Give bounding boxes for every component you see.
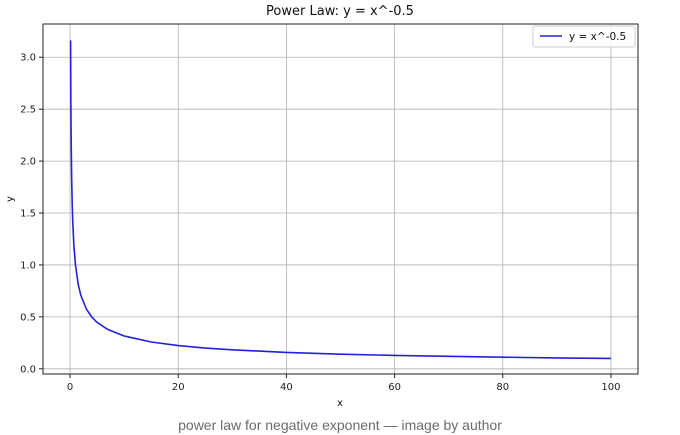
y-tick-label: 3.0 <box>20 53 36 64</box>
legend-label: y = x^-0.5 <box>569 31 626 43</box>
series-layer <box>69 40 611 360</box>
legend-box <box>532 25 636 48</box>
chart-figure: Power Law: y = x^-0.5 0 20 40 60 80 100 0.00.… <box>5 4 639 409</box>
x-axis-ticks: 0 20 40 60 80 100 <box>67 374 621 393</box>
x-tick-label: 40 <box>280 382 293 393</box>
chart-title: Power Law: y = x^-0.5 <box>266 4 414 19</box>
y-tick-label: 1.0 <box>20 260 36 271</box>
series-line <box>69 40 611 360</box>
plot-frame <box>42 23 639 375</box>
legend: y = x^-0.5 <box>532 25 636 48</box>
y-tick-label: 0.5 <box>20 312 36 323</box>
y-axis-ticks: 0.0 0.5 1.0 1.5 2.0 2.5 3.0 <box>20 53 43 375</box>
y-tick-label: 0.0 <box>20 364 36 375</box>
grid-layer <box>43 24 638 374</box>
x-tick-label: 60 <box>388 382 401 393</box>
x-axis-label: x <box>337 398 343 409</box>
y-axis-label: y <box>5 196 16 202</box>
x-tick-label: 80 <box>496 382 509 393</box>
image-caption: power law for negative exponent — image … <box>178 417 502 433</box>
y-tick-label: 1.5 <box>20 209 36 220</box>
y-tick-label: 2.5 <box>20 105 36 116</box>
x-tick-label: 20 <box>172 382 185 393</box>
y-tick-label: 2.0 <box>20 157 36 168</box>
x-tick-label: 0 <box>67 382 73 393</box>
x-tick-label: 100 <box>601 382 620 393</box>
